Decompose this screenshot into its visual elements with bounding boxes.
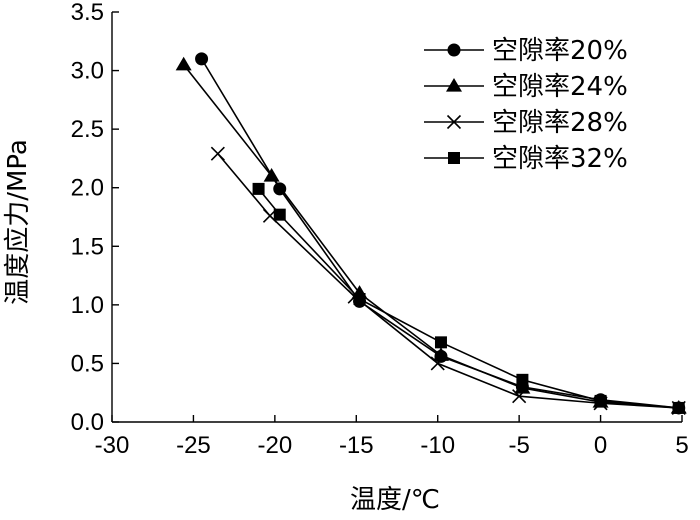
series-4 bbox=[252, 182, 685, 414]
data-point bbox=[252, 182, 265, 195]
x-tick-label: 0 bbox=[594, 432, 607, 459]
x-tick-label: -10 bbox=[420, 432, 455, 459]
y-tick-label: 0.0 bbox=[71, 409, 104, 436]
data-point bbox=[434, 336, 447, 349]
data-point bbox=[512, 389, 527, 404]
y-tick-label: 3.0 bbox=[71, 58, 104, 85]
x-axis-title: 温度/℃ bbox=[350, 485, 440, 515]
series-line bbox=[217, 153, 679, 409]
data-point bbox=[210, 146, 225, 161]
legend-label: 空隙率24% bbox=[492, 72, 628, 102]
data-point bbox=[594, 394, 607, 407]
x-tick-label: -15 bbox=[339, 432, 374, 459]
data-point bbox=[430, 356, 445, 371]
x-tick-label: 5 bbox=[675, 432, 688, 459]
y-tick-label: 1.0 bbox=[71, 292, 104, 319]
data-point bbox=[516, 373, 529, 386]
axes: 0.0 0.5 1.0 1.5 2.0 2.5 3.0 3.5 -30 -25 -20 -15 -10 -… bbox=[71, 0, 689, 459]
data-point bbox=[263, 168, 280, 182]
x-tick-label: -30 bbox=[95, 432, 130, 459]
legend-label: 空隙率20% bbox=[492, 36, 628, 66]
x-tick-label: -5 bbox=[508, 432, 529, 459]
data-point bbox=[273, 208, 286, 221]
y-tick-label: 3.5 bbox=[71, 0, 104, 26]
data-point bbox=[672, 401, 685, 414]
legend-item: 空隙率32% bbox=[424, 144, 628, 174]
data-point bbox=[353, 293, 366, 305]
legend-marker bbox=[448, 152, 460, 164]
legend-item: 空隙率28% bbox=[424, 108, 628, 138]
legend-marker bbox=[446, 78, 462, 92]
data-point bbox=[432, 347, 449, 361]
legend-label: 空隙率32% bbox=[492, 144, 628, 174]
legend-label: 空隙率28% bbox=[492, 108, 628, 138]
y-tick-label: 2.5 bbox=[71, 116, 104, 143]
legend-marker bbox=[447, 43, 461, 57]
data-point bbox=[195, 52, 209, 66]
data-point bbox=[175, 56, 192, 71]
legend-item: 空隙率24% bbox=[424, 72, 628, 102]
data-point bbox=[514, 380, 531, 394]
x-tick-label: -25 bbox=[176, 432, 211, 459]
x-tick-label: -20 bbox=[258, 432, 293, 459]
y-tick-label: 2.0 bbox=[71, 175, 104, 202]
series-layer bbox=[175, 52, 687, 416]
legend: 空隙率20% 空隙率24% 空隙率28% 空隙率32% bbox=[424, 36, 628, 174]
y-tick-label: 0.5 bbox=[71, 350, 104, 377]
y-tick-label: 1.5 bbox=[71, 233, 104, 260]
legend-item: 空隙率20% bbox=[424, 36, 628, 66]
y-axis-title: 温度应力/MPa bbox=[3, 139, 33, 305]
legend-marker bbox=[446, 114, 462, 130]
